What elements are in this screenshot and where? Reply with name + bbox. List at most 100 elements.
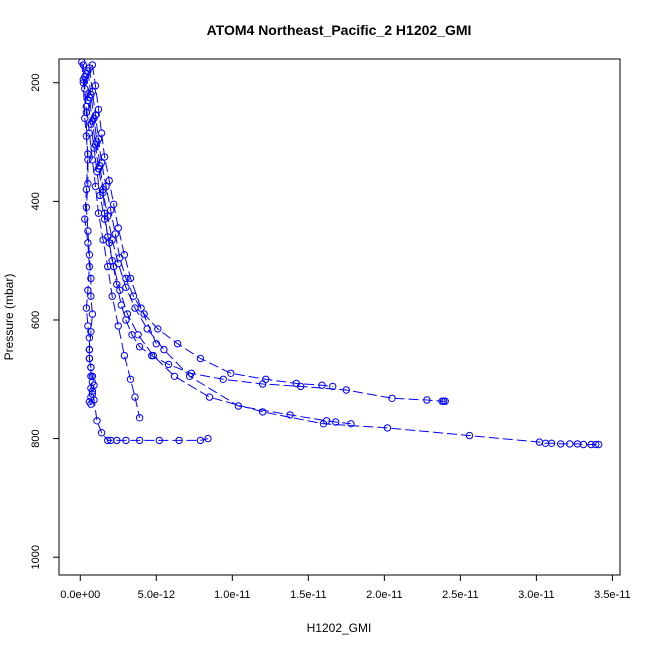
data-point [87,292,95,300]
data-point [342,386,350,394]
data-point [135,436,144,445]
data-point [160,345,168,354]
x-tick-label: 3.0e-11 [518,589,555,601]
data-point [88,61,97,69]
y-tick-label: 200 [30,74,42,92]
series-line [81,61,209,441]
data-point [82,203,91,212]
data-point [219,375,227,383]
data-point [84,227,92,235]
data-point [88,372,97,380]
data-point [120,251,129,259]
data-point [592,440,600,449]
data-point [82,304,91,312]
data-point [113,436,121,445]
data-point [114,224,123,232]
x-tick-label: 1.0e-11 [214,589,251,601]
data-point [82,102,91,111]
y-tick-label: 600 [30,311,42,329]
series-line [85,73,351,425]
data-point [91,111,100,120]
data-point [140,310,148,318]
data-point [227,369,235,377]
chart-title: ATOM4 Northeast_Pacific_2 H1202_GMI [207,22,472,38]
data-point [149,351,158,360]
data-point [262,375,270,383]
data-point [131,393,139,401]
data-point [85,345,94,354]
data-point [84,239,92,247]
series-7 [79,76,144,422]
data-point [105,176,113,185]
series-line [87,70,446,402]
data-point [97,429,106,437]
data-point [579,440,588,449]
y-axis-label: Pressure (mbar) [2,274,16,361]
data-point [173,340,182,348]
data-point [587,440,595,449]
series-line [88,67,333,387]
data-point [88,156,97,164]
data-point [113,280,121,289]
data-point [87,363,95,372]
data-point [566,440,574,448]
data-point [259,408,267,416]
data-point [87,120,95,128]
data-point [122,283,130,291]
data-point [164,360,173,369]
data-point [170,372,179,380]
data-point [595,440,603,449]
data-point [99,236,107,244]
data-point [175,436,183,445]
data-point [87,393,95,401]
data-point [114,322,123,330]
data-point [87,274,95,283]
data-point [196,354,205,363]
data-point [319,420,328,428]
data-point [87,328,95,336]
data-point [116,286,124,294]
data-point [102,182,110,191]
data-point [126,274,135,283]
series-6 [81,73,603,449]
series-5 [82,70,355,428]
x-tick-label: 3.5e-11 [594,589,631,601]
data-point [97,159,106,167]
data-point [93,417,101,425]
data-point [286,411,294,419]
data-point [423,396,431,404]
data-point [388,394,396,402]
data-point [123,310,132,318]
data-point [104,436,112,445]
data-point [94,209,103,217]
data-point [84,156,92,164]
data-point [204,434,212,443]
data-point [441,397,449,405]
data-point [114,259,123,268]
data-point [104,262,112,271]
x-tick-label: 2.0e-11 [366,589,403,601]
data-point [126,375,135,383]
y-axis: 200 400 600 800 1000 [30,74,60,569]
data-point [87,400,95,408]
data-point [135,343,144,351]
data-point [318,381,326,389]
data-point [79,76,88,84]
data-point [196,436,205,445]
data-point [107,206,115,214]
plot-area [78,58,603,449]
data-point [81,215,89,223]
data-point [91,82,100,90]
data-point [100,215,109,223]
data-point [94,105,103,114]
series-4 [85,64,337,391]
y-tick-label: 400 [30,192,42,210]
data-point [135,414,144,422]
data-point [329,382,337,391]
data-point [122,436,130,445]
data-point [465,431,474,440]
x-tick-label: 5.0e-12 [138,589,175,601]
data-point [108,292,116,300]
series-8 [88,61,161,348]
